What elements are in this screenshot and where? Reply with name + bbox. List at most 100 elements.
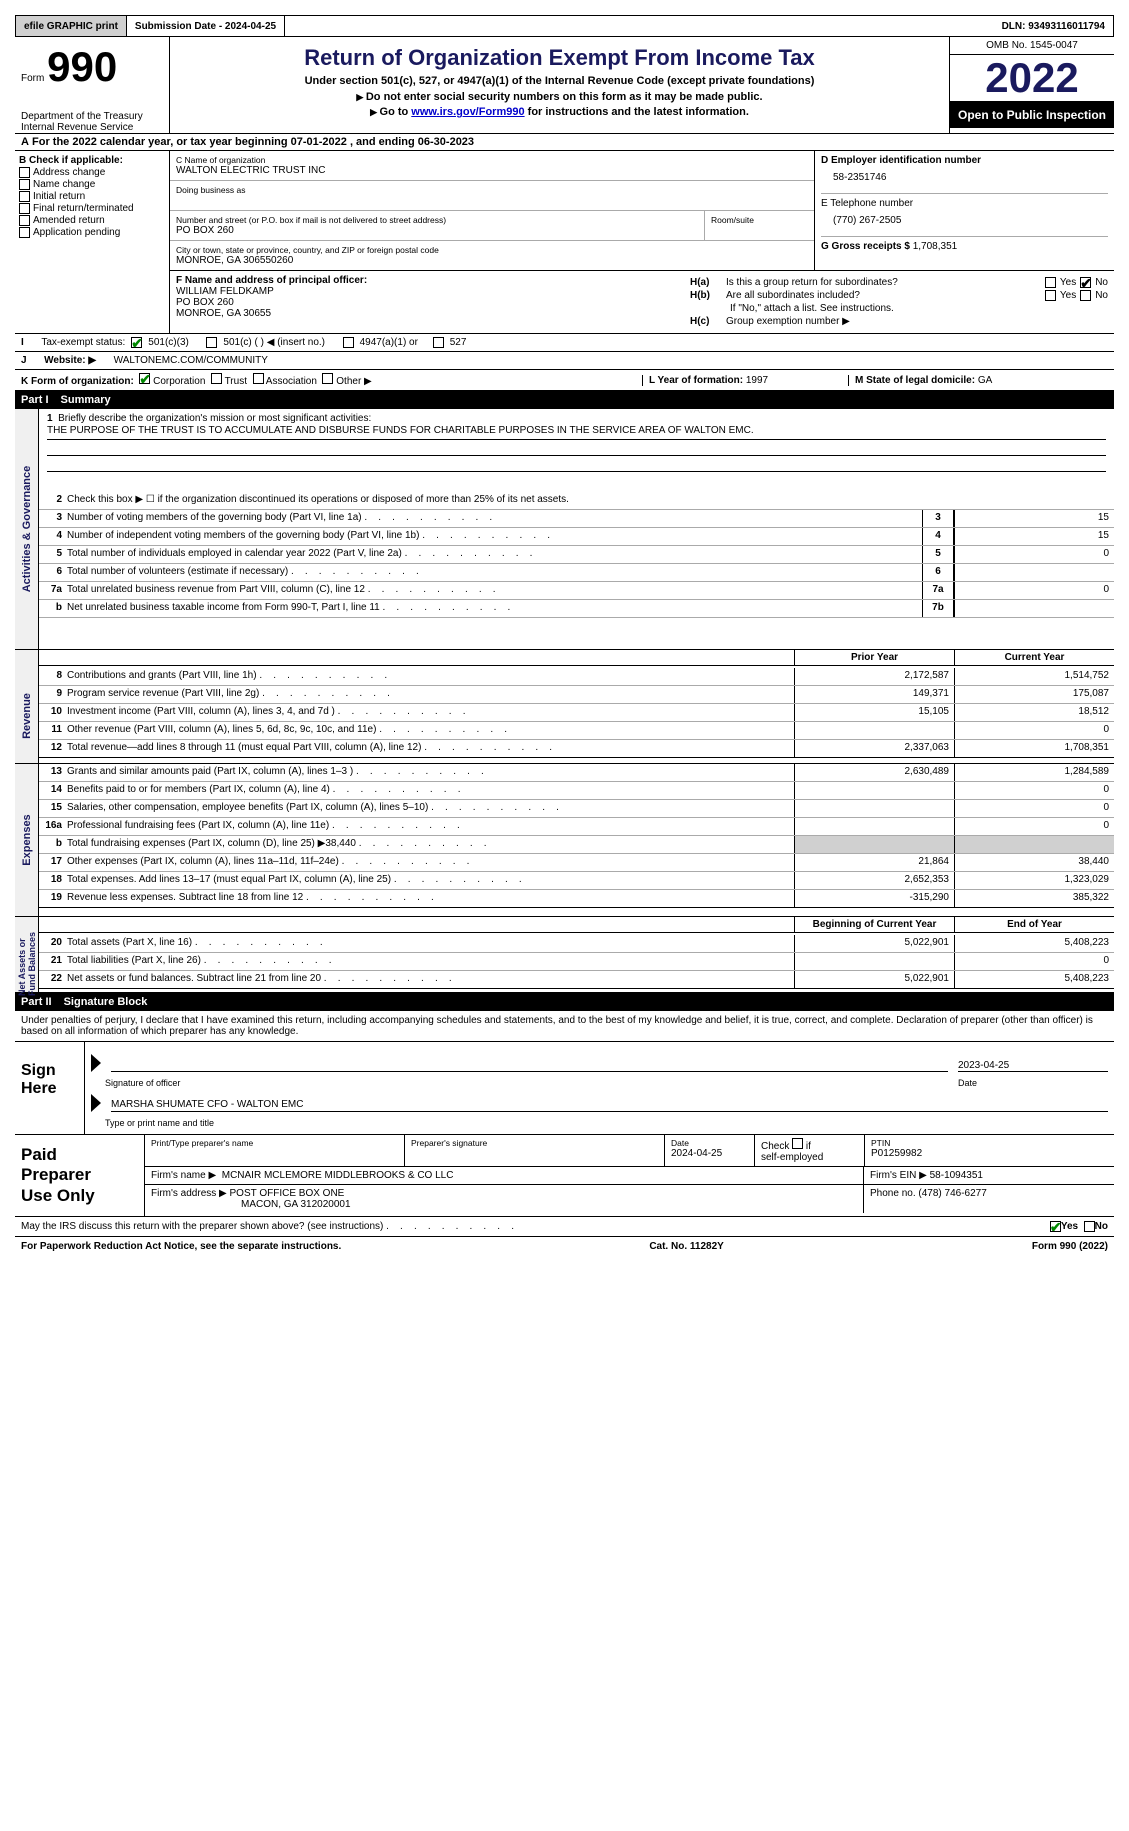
chk-trust[interactable] — [211, 373, 222, 384]
line-14-current: 0 — [954, 782, 1114, 799]
line-9-prior: 149,371 — [794, 686, 954, 703]
officer-name: WILLIAM FELDKAMP — [176, 286, 678, 297]
room-label: Room/suite — [711, 215, 808, 225]
mission-text: THE PURPOSE OF THE TRUST IS TO ACCUMULAT… — [47, 424, 1106, 440]
line-16a-current: 0 — [954, 818, 1114, 835]
chk-527[interactable] — [433, 337, 444, 348]
line-20-current: 5,408,223 — [954, 935, 1114, 952]
submission-date: Submission Date - 2024-04-25 — [127, 16, 285, 36]
ha-yes[interactable] — [1045, 277, 1056, 288]
line-8-prior: 2,172,587 — [794, 668, 954, 685]
line-19-current: 385,322 — [954, 890, 1114, 907]
line-12-current: 1,708,351 — [954, 740, 1114, 757]
current-year-header: Current Year — [954, 650, 1114, 665]
prior-year-header: Prior Year — [794, 650, 954, 665]
part1-title: Summary — [61, 394, 111, 406]
addr-value: PO BOX 260 — [176, 225, 698, 236]
firm-ein: 58-1094351 — [930, 1170, 983, 1181]
line-17-current: 38,440 — [954, 854, 1114, 871]
ein-value: 58-2351746 — [821, 166, 1108, 193]
hb-label: Are all subordinates included? — [726, 290, 1041, 301]
side-netassets: Net Assets orFund Balances — [17, 931, 37, 995]
paid-preparer-label: PaidPreparerUse Only — [15, 1135, 145, 1216]
line-b-value — [954, 600, 1114, 617]
pra-notice: For Paperwork Reduction Act Notice, see … — [21, 1241, 341, 1252]
efile-print[interactable]: efile GRAPHIC print — [16, 16, 127, 36]
col-b-label: B Check if applicable: — [19, 155, 165, 166]
officer-label: F Name and address of principal officer: — [176, 275, 367, 286]
firm-phone: (478) 746-6277 — [918, 1188, 986, 1199]
line-b-current — [954, 836, 1114, 853]
hb-no[interactable] — [1080, 290, 1091, 301]
part2-tag: Part II — [21, 996, 52, 1008]
chk-initial-return[interactable] — [19, 191, 30, 202]
line-8-current: 1,514,752 — [954, 668, 1114, 685]
chk-501c[interactable] — [206, 337, 217, 348]
line-10-prior: 15,105 — [794, 704, 954, 721]
org-name: WALTON ELECTRIC TRUST INC — [176, 165, 808, 176]
hc-label: Group exemption number ▶ — [726, 316, 850, 327]
line-b-prior — [794, 836, 954, 853]
line-14-prior — [794, 782, 954, 799]
prep-date: 2024-04-25 — [671, 1148, 748, 1159]
addr-label: Number and street (or P.O. box if mail i… — [176, 215, 698, 225]
officer-date: 2023-04-25 — [958, 1060, 1108, 1072]
line-11-prior — [794, 722, 954, 739]
tax-year-range: A For the 2022 calendar year, or tax yea… — [15, 134, 1114, 151]
officer-signature[interactable] — [111, 1059, 948, 1072]
ptin-value: P01259982 — [871, 1148, 1108, 1159]
tax-year: 2022 — [950, 55, 1114, 102]
officer-name-title: MARSHA SHUMATE CFO - WALTON EMC — [111, 1099, 1108, 1112]
chk-name-change[interactable] — [19, 179, 30, 190]
open-to-public: Open to Public Inspection — [950, 102, 1114, 128]
line-19-prior: -315,290 — [794, 890, 954, 907]
ha-no[interactable] — [1080, 277, 1091, 288]
sign-here-label: SignHere — [15, 1042, 85, 1134]
form-ref: Form 990 (2022) — [1032, 1241, 1108, 1252]
city-value: MONROE, GA 306550260 — [176, 255, 808, 266]
form-subtitle: Under section 501(c), 527, or 4947(a)(1)… — [190, 75, 929, 87]
firm-addr2: MACON, GA 312020001 — [151, 1199, 351, 1210]
discuss-preparer: May the IRS discuss this return with the… — [21, 1221, 1050, 1232]
chk-4947[interactable] — [343, 337, 354, 348]
eoy-header: End of Year — [954, 917, 1114, 932]
chk-final-return[interactable] — [19, 203, 30, 214]
omb-number: OMB No. 1545-0047 — [950, 37, 1114, 55]
org-name-label: C Name of organization — [176, 155, 808, 165]
line-10-current: 18,512 — [954, 704, 1114, 721]
ein-label: D Employer identification number — [821, 155, 1108, 166]
line-18-current: 1,323,029 — [954, 872, 1114, 889]
line-17-prior: 21,864 — [794, 854, 954, 871]
discuss-no[interactable] — [1084, 1221, 1095, 1232]
chk-amended[interactable] — [19, 215, 30, 226]
top-bar: efile GRAPHIC print Submission Date - 20… — [15, 15, 1114, 37]
line-7a-value: 0 — [954, 582, 1114, 599]
side-revenue: Revenue — [21, 693, 33, 739]
line-13-current: 1,284,589 — [954, 764, 1114, 781]
hb-yes[interactable] — [1045, 290, 1056, 301]
form-number: 990 — [47, 43, 117, 90]
chk-other[interactable] — [322, 373, 333, 384]
chk-corp[interactable] — [139, 373, 150, 384]
line-12-prior: 2,337,063 — [794, 740, 954, 757]
line-21-prior — [794, 953, 954, 970]
line-6-value — [954, 564, 1114, 581]
chk-address-change[interactable] — [19, 167, 30, 178]
chk-assoc[interactable] — [253, 373, 264, 384]
chk-501c3[interactable] — [131, 337, 142, 348]
phone-value: (770) 267-2505 — [821, 209, 1108, 236]
line-4-value: 15 — [954, 528, 1114, 545]
city-label: City or town, state or province, country… — [176, 245, 808, 255]
instruction-goto: Go to www.irs.gov/Form990 for instructio… — [190, 106, 929, 118]
line-5-value: 0 — [954, 546, 1114, 563]
instruction-ssn: Do not enter social security numbers on … — [190, 91, 929, 103]
chk-app-pending[interactable] — [19, 227, 30, 238]
line1-label: Briefly describe the organization's miss… — [58, 413, 371, 424]
side-expenses: Expenses — [21, 814, 33, 865]
part1-tag: Part I — [21, 394, 49, 406]
irs-link[interactable]: www.irs.gov/Form990 — [411, 106, 524, 118]
bcy-header: Beginning of Current Year — [794, 917, 954, 932]
department: Department of the TreasuryInternal Reven… — [21, 111, 163, 133]
line2: Check this box ▶ ☐ if the organization d… — [67, 492, 1114, 509]
discuss-yes[interactable] — [1050, 1221, 1061, 1232]
